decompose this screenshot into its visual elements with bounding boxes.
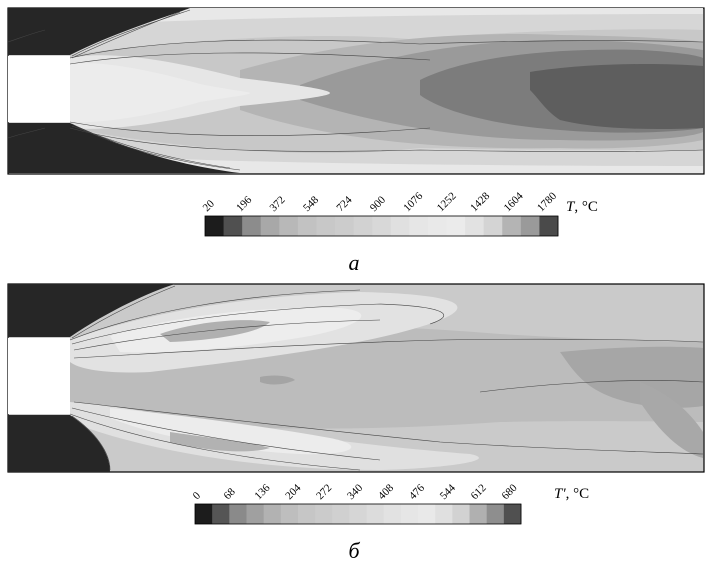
colorbar-a-swatch (520, 216, 540, 236)
colorbar-a-swatch (539, 216, 559, 236)
contour-lines (7, 9, 704, 171)
colorbar-b-tick-label: 68 (222, 486, 239, 503)
colorbar-b-tick-label: 408 (376, 482, 397, 503)
colorbar-b: 0 68 136 204 272 340 408 476 544 612 680 (191, 482, 522, 525)
colorbar-a-swatch (335, 216, 355, 236)
colorbar-a-swatch (409, 216, 429, 236)
nozzle-block (8, 56, 70, 122)
colorbar-a-swatch (502, 216, 522, 236)
colorbar-b-swatch (418, 504, 436, 524)
panel-a-label: а (348, 250, 360, 275)
panel-a: 20 196 372 548 724 900 1076 1252 1428 1604 1780 T,… (0, 0, 709, 280)
colorbar-b-swatch (212, 504, 230, 524)
colorbar-b-swatch (503, 504, 522, 524)
colorbar-a-tick-label: 372 (268, 194, 288, 214)
colorbar-b-frame (194, 503, 522, 525)
colorbar-a-swatch (372, 216, 392, 236)
colorbar-a-swatch (465, 216, 485, 236)
colorbar-a-swatch (353, 216, 373, 236)
colorbar-a-tick-label: 1780 (535, 190, 559, 214)
colorbar-b-tick-label: 204 (283, 482, 304, 503)
colorbar-b-swatch (315, 504, 333, 524)
colorbar-a-swatch (223, 216, 243, 236)
colorbar-b-tick-label: 136 (252, 482, 273, 503)
colorbar-a-tick-label: 548 (301, 194, 322, 215)
colorbar-b-swatch (280, 504, 299, 524)
contour-band-5 (530, 64, 703, 130)
colorbar-b-swatch (435, 504, 453, 524)
colorbar-b-swatch (366, 504, 385, 524)
inlet-dark-bottom (8, 123, 240, 173)
colorbar-b-swatch (246, 504, 265, 524)
colorbar-a-tick-label: 20 (201, 198, 218, 215)
colorbar-a-swatch (297, 216, 317, 236)
colorbar-a-swatch (390, 216, 410, 236)
colorbar-a-swatch (483, 216, 503, 236)
colorbar-b-tick-label: 476 (407, 482, 428, 503)
colorbar-b-ticks: 0 68 136 204 272 340 408 476 544 612 680 (191, 482, 520, 503)
hot-spot-top (160, 320, 270, 342)
colorbar-b-swatch (332, 504, 350, 524)
colorbar-b-swatch (229, 504, 247, 524)
colorbar-a-swatch (205, 216, 224, 236)
colorbar-a-frame (204, 215, 559, 237)
temperature-contour-field (7, 7, 705, 175)
colorbar-b-swatch (297, 504, 316, 524)
colorbar-b-tick-label: 680 (499, 482, 520, 503)
contour-band-3 (640, 382, 703, 458)
inlet-dark-bottom (8, 415, 110, 472)
inlet-dark-top (8, 284, 175, 337)
colorbar-a-ticks: 20 196 372 548 724 900 1076 1252 1428 1604 1780 (201, 190, 560, 214)
colorbar-b-tick-label: 0 (191, 489, 204, 502)
colorbar-b-swatches (195, 504, 522, 524)
colorbar-b-tick-label: 272 (314, 482, 334, 502)
colorbar-a-tick-label: 724 (334, 194, 355, 215)
colorbar-a-swatch (316, 216, 336, 236)
inlet-dark-top (8, 8, 190, 55)
panel-b-label: б (348, 538, 360, 563)
contour-lines (69, 285, 704, 471)
colorbar-b-swatch (469, 504, 488, 524)
colorbar-b-tick-label: 612 (469, 482, 489, 502)
shear-layer-bottom-core (110, 408, 352, 455)
hot-spot-bottom (170, 432, 270, 452)
temperature-fluctuation-contour-field (7, 283, 705, 473)
colorbar-b-tick-label: 340 (345, 482, 366, 503)
colorbar-a-swatch (446, 216, 466, 236)
colorbar-a-tick-label: 196 (234, 194, 255, 215)
colorbar-a-tick-label: 1604 (502, 190, 526, 214)
colorbar-b-swatch (195, 504, 213, 524)
colorbar-b-title: T′, °C (554, 486, 590, 502)
colorbar-a-swatch (279, 216, 299, 236)
hot-spot-center (260, 375, 295, 385)
colorbar-a-swatches (205, 216, 559, 236)
colorbar-a-title: T, °C (566, 199, 598, 215)
contour-band-2 (560, 346, 703, 408)
colorbar-b-swatch (400, 504, 419, 524)
colorbar-a: 20 196 372 548 724 900 1076 1252 1428 1604 1780 (201, 190, 560, 237)
nozzle-block (8, 338, 70, 414)
colorbar-b-swatch (383, 504, 402, 524)
colorbar-b-swatch (486, 504, 505, 524)
contour-band-core-inner (70, 63, 250, 123)
colorbar-a-tick-label: 900 (368, 194, 389, 215)
colorbar-a-swatch (242, 216, 262, 236)
panel-b: 0 68 136 204 272 340 408 476 544 612 680 T′, °C б (0, 282, 709, 567)
colorbar-b-swatch (263, 504, 282, 524)
colorbar-a-swatch (427, 216, 447, 236)
colorbar-b-swatch (452, 504, 470, 524)
wall-band-top (8, 8, 703, 22)
colorbar-a-tick-label: 1252 (435, 190, 459, 214)
colorbar-b-tick-label: 544 (438, 482, 459, 503)
colorbar-a-tick-label: 1076 (401, 190, 425, 214)
colorbar-a-swatch (260, 216, 280, 236)
colorbar-b-swatch (349, 504, 367, 524)
colorbar-a-tick-label: 1428 (468, 190, 492, 214)
